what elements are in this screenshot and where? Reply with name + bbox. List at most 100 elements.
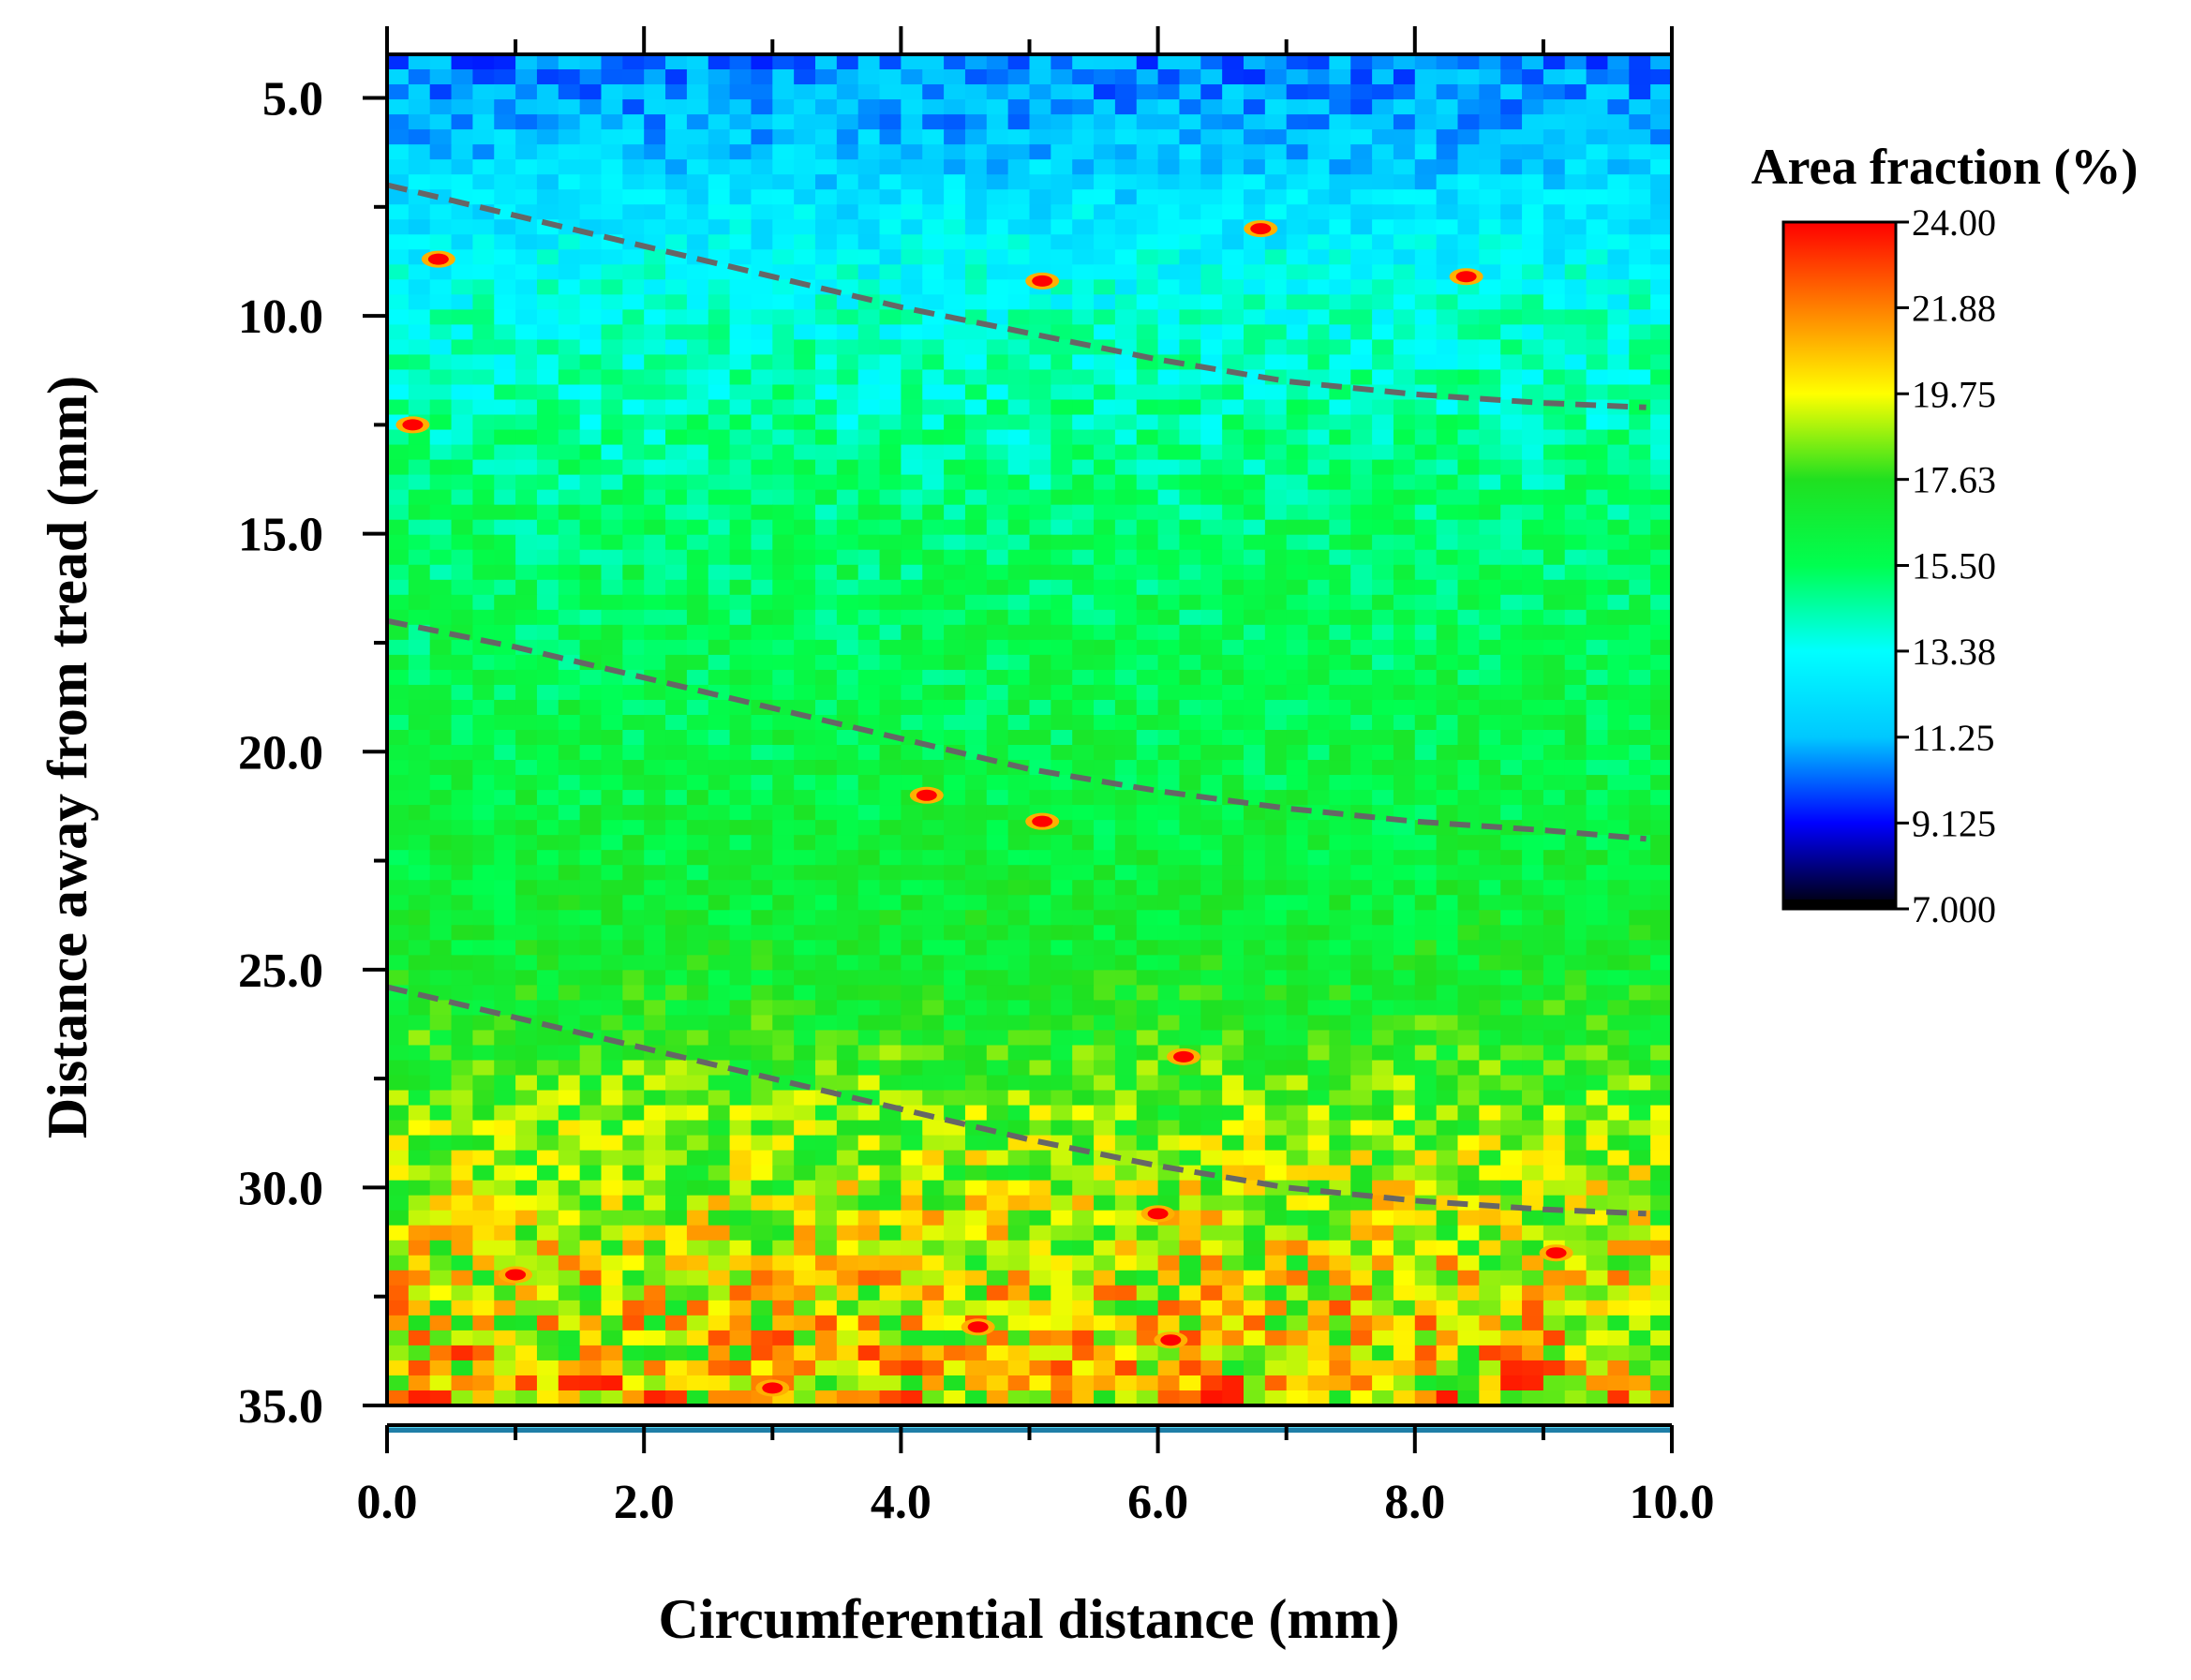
heat-cell	[515, 99, 538, 115]
heat-cell	[1479, 1210, 1501, 1227]
heat-cell	[1543, 159, 1566, 175]
heat-cell	[494, 1240, 516, 1256]
heat-cell	[751, 1120, 774, 1137]
heat-cell	[1329, 204, 1352, 221]
heat-cell	[1029, 189, 1052, 206]
heat-cell	[986, 204, 1009, 221]
heat-cell	[686, 489, 709, 506]
heat-cell	[1007, 354, 1031, 371]
heat-cell	[1393, 985, 1416, 1002]
heat-cell	[536, 1150, 559, 1167]
heat-cell	[1629, 204, 1651, 221]
heat-cell	[1007, 114, 1031, 130]
heat-cell	[708, 865, 731, 882]
heat-cell	[1629, 84, 1651, 100]
heat-cell	[986, 940, 1009, 957]
heat-cell	[1244, 129, 1266, 145]
heat-cell	[1286, 1165, 1309, 1182]
heat-cell	[1372, 609, 1394, 626]
heat-cell	[729, 624, 753, 641]
heat-cell	[686, 1000, 709, 1017]
heat-cell	[1307, 865, 1331, 882]
heat-cell	[1564, 234, 1587, 251]
heat-cell	[836, 579, 859, 596]
heat-cell	[1564, 609, 1587, 626]
heat-cell	[879, 805, 902, 821]
heat-cell	[494, 549, 516, 566]
heat-cell	[1372, 699, 1394, 716]
heat-cell	[494, 369, 516, 386]
heat-cell	[665, 940, 688, 957]
heat-cell	[1500, 309, 1523, 326]
heat-cell	[1007, 1030, 1031, 1047]
heat-cell	[857, 249, 881, 266]
heat-cell	[1329, 1120, 1352, 1137]
heat-cell	[601, 174, 624, 190]
heat-cell	[601, 1210, 624, 1227]
heat-cell	[901, 1165, 924, 1182]
heat-cell	[1500, 1105, 1523, 1122]
heat-cell	[1479, 189, 1501, 206]
heat-cell	[772, 354, 795, 371]
heat-cell	[1457, 129, 1481, 145]
heat-cell	[1157, 865, 1181, 882]
heat-cell	[1329, 669, 1352, 686]
heat-cell	[1114, 805, 1138, 821]
heat-cell	[429, 339, 453, 356]
heat-cell	[536, 684, 559, 701]
heat-cell	[408, 159, 431, 175]
heat-cell	[665, 1210, 688, 1227]
heat-cell	[772, 669, 795, 686]
heat-cell	[1457, 1075, 1481, 1092]
heat-cell	[1051, 414, 1073, 431]
heat-cell	[1457, 489, 1481, 506]
heat-cell	[964, 1240, 988, 1256]
heat-cell	[536, 730, 559, 746]
heat-cell	[1200, 1120, 1223, 1137]
heat-cell	[1393, 564, 1416, 581]
heat-cell	[1436, 564, 1459, 581]
heat-cell	[1586, 1075, 1609, 1092]
heat-cell	[1329, 684, 1352, 701]
heat-cell	[1094, 1135, 1116, 1152]
heat-cell	[536, 414, 559, 431]
heat-cell	[558, 579, 581, 596]
heat-cell	[1264, 880, 1288, 897]
heat-cell	[1051, 1060, 1073, 1077]
heat-cell	[1307, 1090, 1331, 1107]
heat-cell	[494, 684, 516, 701]
heat-cell	[901, 429, 924, 446]
heat-cell	[1629, 519, 1651, 536]
heat-cell	[665, 1195, 688, 1212]
heat-cell	[1114, 414, 1138, 431]
heat-cell	[708, 1045, 731, 1062]
heat-cell	[729, 609, 753, 626]
heat-cell	[1350, 189, 1373, 206]
heat-cell	[622, 1240, 645, 1256]
heat-cell	[1479, 99, 1501, 115]
heat-cell	[686, 624, 709, 641]
heat-cell	[1136, 249, 1159, 266]
heat-cell	[1244, 114, 1266, 130]
heat-cell	[1479, 835, 1501, 851]
heat-cell	[1500, 489, 1523, 506]
heat-cell	[772, 639, 795, 656]
heat-cell	[1607, 805, 1631, 821]
heat-cell	[1522, 955, 1544, 972]
heat-cell	[1586, 159, 1609, 175]
heat-cell	[1007, 820, 1031, 836]
heat-cell	[1329, 399, 1352, 416]
heat-cell	[1072, 459, 1095, 476]
heat-cell	[1307, 639, 1331, 656]
heat-cell	[451, 1045, 474, 1062]
heat-cell	[579, 54, 603, 70]
heat-cell	[1372, 820, 1394, 836]
heat-cell	[515, 790, 538, 806]
heat-cell	[1307, 714, 1331, 731]
heat-cell	[1436, 159, 1459, 175]
heat-cell	[836, 339, 859, 356]
heat-cell	[1479, 444, 1501, 461]
heat-cell	[1222, 99, 1245, 115]
heat-cell	[429, 189, 453, 206]
heat-cell	[622, 925, 645, 942]
